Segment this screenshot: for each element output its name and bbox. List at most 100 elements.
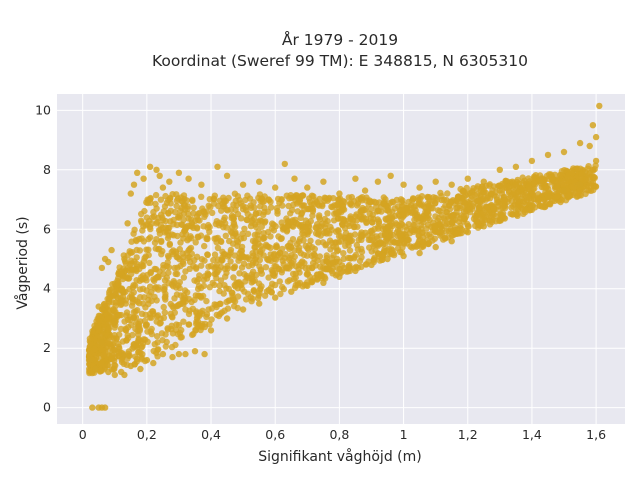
data-point: [204, 251, 211, 259]
data-point: [449, 211, 456, 219]
x-axis-title: Signifikant våghöjd (m): [258, 448, 421, 465]
data-point: [152, 200, 159, 208]
data-point: [272, 184, 279, 191]
data-point: [461, 199, 469, 207]
data-point: [159, 350, 167, 358]
data-point: [154, 312, 162, 319]
data-point: [125, 334, 132, 342]
data-point: [340, 264, 348, 272]
data-point: [238, 264, 246, 271]
data-point: [111, 371, 119, 379]
data-point: [190, 204, 197, 211]
data-point: [299, 192, 307, 199]
data-point: [553, 182, 561, 190]
data-point: [357, 208, 364, 215]
data-point: [397, 196, 405, 203]
data-point: [380, 200, 387, 207]
data-point: [228, 212, 236, 219]
data-point: [231, 230, 239, 237]
data-point: [297, 250, 304, 257]
data-point: [168, 343, 176, 351]
data-point: [212, 270, 219, 278]
data-point: [383, 206, 390, 214]
data-point: [111, 324, 118, 331]
data-point: [252, 210, 260, 217]
data-point: [431, 223, 439, 231]
data-point: [111, 346, 118, 354]
data-point: [469, 203, 476, 210]
data-point: [509, 191, 516, 198]
data-point: [193, 213, 201, 220]
data-point: [195, 275, 202, 283]
data-point: [151, 341, 158, 348]
data-point: [148, 297, 155, 304]
data-point: [257, 285, 264, 292]
data-point: [105, 325, 113, 332]
data-point: [250, 287, 258, 294]
data-point: [197, 309, 204, 316]
data-point: [377, 239, 384, 247]
data-point: [237, 215, 245, 222]
data-point: [308, 244, 316, 251]
data-point: [175, 169, 183, 176]
data-point: [169, 303, 176, 310]
data-point: [167, 207, 174, 214]
data-point: [182, 350, 189, 358]
data-point: [169, 191, 176, 198]
data-point: [98, 264, 106, 272]
data-point: [320, 178, 327, 185]
data-point: [256, 300, 263, 307]
data-point: [209, 209, 216, 217]
data-point: [374, 235, 381, 242]
data-point: [279, 202, 286, 209]
y-tick-label: 0: [43, 400, 51, 415]
data-point: [335, 228, 342, 235]
data-point: [192, 239, 199, 246]
data-point: [348, 193, 355, 201]
data-point: [169, 353, 176, 361]
data-point: [408, 227, 415, 234]
data-point: [258, 223, 265, 230]
data-point: [220, 224, 227, 231]
data-point: [267, 198, 274, 205]
data-point: [208, 316, 215, 323]
data-point: [451, 224, 459, 231]
data-point: [592, 133, 600, 141]
data-point: [231, 190, 239, 197]
data-point: [480, 178, 487, 185]
data-point: [117, 325, 125, 333]
data-point: [454, 204, 461, 211]
data-point: [222, 273, 229, 280]
data-point: [432, 178, 439, 185]
data-point: [111, 318, 119, 325]
data-point: [274, 195, 282, 203]
data-point: [180, 318, 187, 325]
data-point: [206, 284, 213, 291]
data-point: [332, 239, 339, 246]
data-point: [198, 181, 205, 188]
data-point: [561, 167, 568, 174]
data-point: [177, 194, 185, 201]
data-point: [190, 224, 197, 231]
data-point: [175, 321, 183, 329]
data-point: [155, 284, 162, 291]
data-point: [557, 198, 564, 206]
data-point: [273, 243, 281, 250]
x-tick-label: 1,2: [458, 427, 478, 442]
data-point: [162, 192, 169, 200]
data-point: [151, 265, 158, 273]
data-point: [448, 238, 455, 245]
data-point: [418, 221, 425, 229]
data-point: [485, 217, 493, 224]
data-point: [345, 242, 352, 249]
data-point: [175, 214, 183, 221]
data-point: [290, 201, 297, 208]
data-point: [142, 322, 150, 330]
data-point: [162, 343, 169, 350]
data-point: [161, 309, 168, 316]
data-point: [154, 218, 161, 226]
data-point: [200, 282, 208, 290]
data-point: [203, 297, 210, 305]
data-point: [163, 274, 170, 281]
data-point: [535, 195, 542, 203]
